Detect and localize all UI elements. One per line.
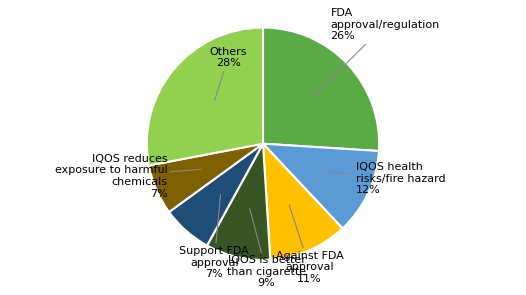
Text: Against FDA
approval
11%: Against FDA approval 11% [276,205,343,284]
Wedge shape [263,144,379,228]
Wedge shape [149,144,263,212]
Text: Support FDA
approval
7%: Support FDA approval 7% [179,194,249,279]
Text: IQOS is better
than cigarette
9%: IQOS is better than cigarette 9% [227,209,306,289]
Text: Others
28%: Others 28% [209,47,247,100]
Wedge shape [207,144,270,260]
Wedge shape [263,144,342,260]
Wedge shape [147,27,263,165]
Wedge shape [169,144,263,245]
Text: FDA
approval/regulation
26%: FDA approval/regulation 26% [311,8,440,98]
Text: IQOS reduces
exposure to harmful
chemicals
7%: IQOS reduces exposure to harmful chemica… [55,154,201,199]
Text: IQOS health
risks/fire hazard
12%: IQOS health risks/fire hazard 12% [323,162,446,195]
Wedge shape [263,27,379,151]
